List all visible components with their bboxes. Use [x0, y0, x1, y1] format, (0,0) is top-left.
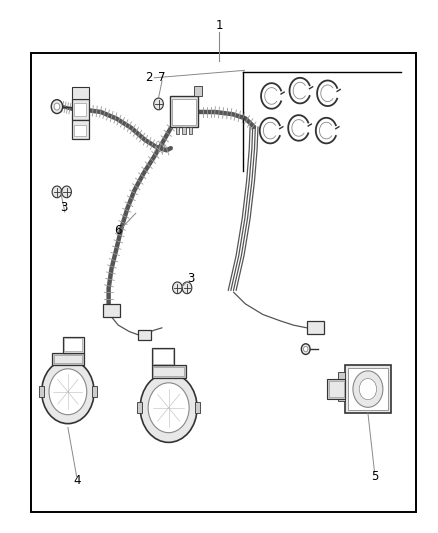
Bar [72, 87, 89, 99]
Bar [194, 86, 202, 96]
Text: 7: 7 [158, 71, 166, 84]
Bar [307, 321, 324, 334]
Bar [345, 365, 391, 413]
Bar [195, 402, 200, 413]
Text: 5: 5 [371, 470, 378, 483]
Bar [74, 103, 86, 116]
Circle shape [52, 186, 62, 198]
Circle shape [49, 369, 87, 415]
Bar [172, 99, 196, 125]
Circle shape [140, 373, 197, 442]
Bar [54, 354, 82, 362]
Bar [152, 348, 174, 365]
Circle shape [42, 360, 94, 424]
Circle shape [154, 98, 163, 110]
Circle shape [54, 103, 60, 110]
Bar [338, 372, 345, 382]
Text: 2: 2 [145, 71, 153, 84]
Bar [31, 53, 416, 512]
Bar [176, 127, 179, 134]
Circle shape [304, 346, 308, 352]
Bar [63, 337, 84, 352]
Circle shape [51, 100, 63, 114]
Bar [182, 127, 186, 134]
Bar [153, 350, 173, 364]
Bar [72, 99, 89, 120]
Circle shape [148, 383, 189, 433]
Bar [92, 386, 97, 397]
Bar [327, 379, 345, 399]
Text: 6: 6 [113, 224, 121, 237]
Circle shape [173, 282, 182, 294]
Bar [72, 120, 89, 139]
Text: 3: 3 [187, 272, 194, 285]
Circle shape [62, 186, 71, 198]
Bar [348, 368, 388, 410]
Bar [39, 386, 44, 397]
Bar [338, 391, 345, 401]
Circle shape [359, 378, 377, 400]
Bar [64, 338, 82, 351]
Bar [137, 402, 142, 413]
Text: 1: 1 [215, 19, 223, 32]
Bar [328, 381, 343, 397]
Bar [138, 330, 151, 340]
Bar [189, 127, 192, 134]
Bar [153, 367, 184, 376]
Bar [52, 352, 84, 365]
Bar [152, 365, 186, 378]
Circle shape [182, 282, 192, 294]
Bar [103, 304, 120, 317]
Circle shape [353, 371, 383, 407]
Bar [74, 125, 86, 136]
Text: 3: 3 [60, 201, 67, 214]
Bar [170, 96, 198, 127]
Text: 4: 4 [73, 474, 81, 487]
Circle shape [301, 344, 310, 354]
